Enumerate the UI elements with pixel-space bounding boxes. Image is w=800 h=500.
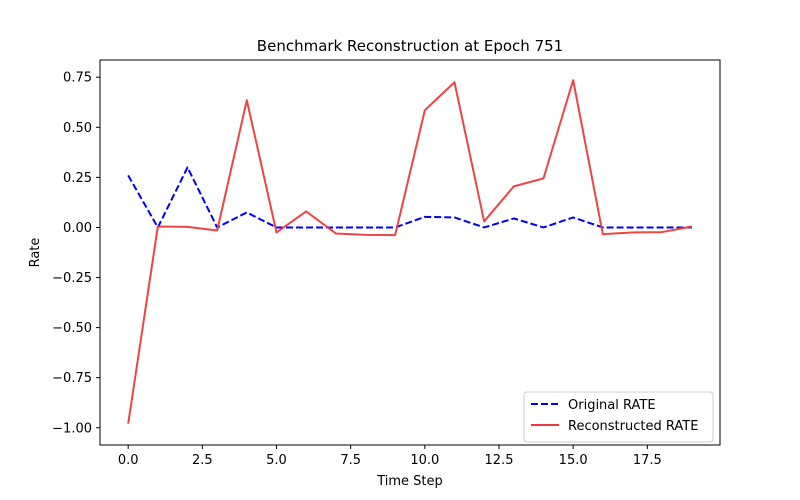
series-line-1 [127,79,693,424]
x-tick-label: 0.0 [118,453,139,468]
x-tick-label: 17.5 [633,453,662,468]
y-tick-label: −1.00 [52,421,92,436]
y-tick-label: −0.25 [52,271,92,286]
y-tick-label: 0.75 [63,71,92,86]
y-tick-label: 0.50 [63,121,92,136]
x-tick-label: 2.5 [192,453,213,468]
x-tick-label: 5.0 [266,453,287,468]
x-tick-label: 12.5 [485,453,514,468]
y-tick-label: 0.25 [63,171,92,186]
x-tick-label: 7.5 [340,453,361,468]
y-axis-label: Rate [28,238,43,268]
y-tick-label: −0.50 [52,321,92,336]
plot-frame [99,59,721,446]
legend-label-reconstructed: Reconstructed RATE [568,419,698,434]
legend-box [523,391,714,443]
x-axis-label: Time Step [376,474,443,489]
chart-title: Benchmark Reconstruction at Epoch 751 [257,37,563,55]
x-tick-label: 15.0 [559,453,588,468]
legend-label-original: Original RATE [568,398,656,413]
y-tick-label: 0.00 [63,221,92,236]
series-line-0 [127,166,692,229]
legend: Original RATE Reconstructed RATE [523,391,714,443]
x-tick-label: 10.0 [410,453,439,468]
y-tick-label: −0.75 [52,371,92,386]
